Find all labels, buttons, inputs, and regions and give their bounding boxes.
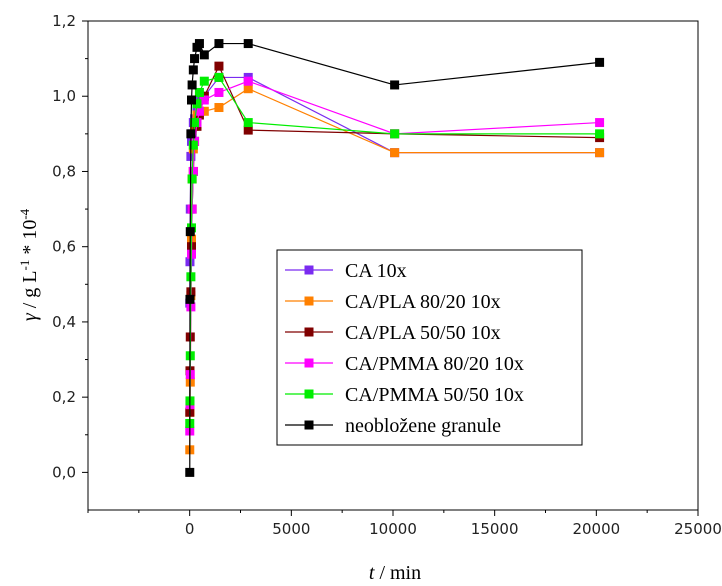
data-point bbox=[194, 106, 204, 116]
data-point bbox=[595, 129, 605, 139]
y-tick-label: 0,8 bbox=[52, 162, 76, 180]
legend-marker bbox=[304, 296, 314, 306]
data-point bbox=[199, 95, 209, 105]
data-point bbox=[595, 57, 605, 67]
data-point bbox=[595, 118, 605, 128]
legend: CA 10x CA/PLA 80/20 10x CA/PLA 50/50 10x CA… bbox=[276, 249, 583, 446]
data-point bbox=[186, 95, 196, 105]
data-point bbox=[214, 72, 224, 82]
data-point bbox=[187, 80, 197, 90]
data-point bbox=[595, 148, 605, 158]
data-point bbox=[187, 174, 197, 184]
data-point bbox=[199, 50, 209, 60]
x-axis-label: t / min bbox=[369, 562, 421, 584]
legend-box bbox=[276, 249, 583, 446]
data-point bbox=[190, 54, 200, 64]
data-point bbox=[185, 467, 195, 477]
data-point bbox=[199, 76, 209, 86]
y-axis-unit-sup2: -4 bbox=[17, 208, 32, 219]
series-layer bbox=[185, 39, 605, 477]
plot-area: 0 5000 10000 15000 20000 25000 0,0 0,2 0,4 0,6 0,8… bbox=[52, 12, 722, 538]
legend-label: CA/PLA 80/20 10x bbox=[345, 291, 501, 313]
x-tick-label: 20000 bbox=[572, 520, 620, 538]
data-point bbox=[243, 125, 253, 135]
data-point bbox=[214, 39, 224, 49]
y-tick-label: 0,6 bbox=[52, 238, 76, 256]
data-point bbox=[243, 84, 253, 94]
legend-label: CA/PLA 50/50 10x bbox=[345, 322, 501, 344]
legend-marker bbox=[304, 389, 314, 399]
legend-label: CA/PMMA 80/20 10x bbox=[345, 353, 524, 375]
data-point bbox=[190, 118, 200, 128]
data-point bbox=[243, 39, 253, 49]
data-point bbox=[185, 227, 195, 237]
legend-label: CA/PMMA 50/50 10x bbox=[345, 384, 524, 406]
data-point bbox=[390, 80, 400, 90]
x-tick-label: 5000 bbox=[272, 520, 310, 538]
y-tick-label: 1,2 bbox=[52, 12, 76, 30]
y-axis-unit-sup1: -1 bbox=[17, 260, 32, 271]
data-point bbox=[188, 140, 198, 150]
legend-marker bbox=[304, 420, 314, 430]
y-tick-label: 0,2 bbox=[52, 388, 76, 406]
x-tick-label: 0 bbox=[185, 520, 195, 538]
legend-marker bbox=[304, 327, 314, 337]
x-tick-label: 15000 bbox=[471, 520, 519, 538]
y-axis-label: γ / g L-1 * 10-4 bbox=[17, 208, 42, 321]
data-point bbox=[390, 148, 400, 158]
x-tick-label: 10000 bbox=[369, 520, 417, 538]
legend-label: neobložene granule bbox=[345, 415, 501, 437]
y-tick-label: 0,0 bbox=[52, 463, 76, 481]
x-tick-label: 25000 bbox=[674, 520, 722, 538]
data-point bbox=[390, 129, 400, 139]
data-point bbox=[214, 61, 224, 71]
data-point bbox=[186, 129, 196, 139]
data-point bbox=[192, 99, 202, 109]
x-axis-symbol: t bbox=[369, 562, 375, 584]
data-point bbox=[199, 106, 209, 116]
x-axis-unit: / min bbox=[374, 562, 421, 584]
y-axis-symbol: γ bbox=[19, 312, 41, 321]
data-point bbox=[186, 272, 196, 282]
y-axis-unit-part1: / g L bbox=[19, 271, 41, 314]
y-tick-label: 0,4 bbox=[52, 313, 76, 331]
data-point bbox=[188, 65, 198, 75]
data-point bbox=[243, 118, 253, 128]
data-point bbox=[194, 39, 204, 49]
data-point bbox=[214, 87, 224, 97]
data-point bbox=[214, 103, 224, 113]
data-point bbox=[194, 87, 204, 97]
y-tick-label: 1,0 bbox=[52, 87, 76, 105]
legend-label: CA 10x bbox=[345, 260, 407, 282]
y-axis-unit-part2: * 10 bbox=[19, 220, 41, 260]
legend-marker bbox=[304, 265, 314, 275]
data-point bbox=[188, 166, 198, 176]
legend-marker bbox=[304, 358, 314, 368]
legend-items: CA 10x CA/PLA 80/20 10x CA/PLA 50/50 10x CA… bbox=[285, 260, 524, 437]
data-point bbox=[185, 294, 195, 304]
data-point bbox=[243, 76, 253, 86]
